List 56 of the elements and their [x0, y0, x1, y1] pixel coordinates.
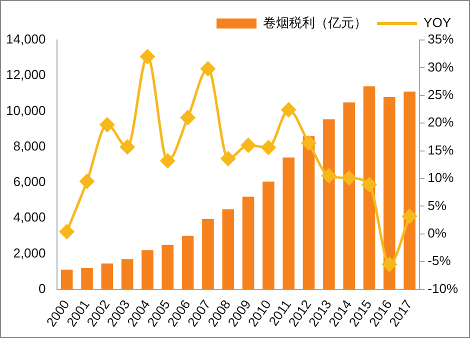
bar: [323, 119, 335, 290]
y-tick-label: 0: [38, 280, 46, 296]
y2-tick-label: 0%: [428, 226, 447, 241]
y2-tick-label: 15%: [428, 142, 454, 158]
y-tick-label: 2,000: [13, 245, 46, 260]
point: [200, 62, 216, 76]
legend-label: 卷烟税利（亿元）: [263, 15, 368, 30]
y2-tick-label: 25%: [428, 86, 454, 102]
point: [342, 170, 356, 186]
point: [100, 118, 114, 132]
point: [402, 208, 417, 224]
point: [140, 49, 155, 64]
point: [382, 257, 397, 272]
point: [362, 177, 376, 192]
bar: [182, 236, 194, 290]
bar: [363, 86, 376, 290]
point: [322, 168, 336, 184]
y2-tick-label: -10%: [428, 280, 458, 296]
y-tick-label: 6,000: [13, 174, 46, 190]
y2-tick-label: 30%: [428, 59, 454, 74]
bar: [384, 96, 396, 290]
bar: [101, 264, 114, 290]
point: [60, 224, 74, 239]
point: [241, 138, 256, 153]
y2-tick-label: -5%: [428, 253, 452, 268]
bar: [81, 268, 93, 290]
y2-tick-label: 20%: [428, 114, 454, 130]
y-tick-label: 12,000: [6, 67, 46, 82]
bar: [142, 250, 154, 290]
point: [220, 151, 236, 166]
bar: [282, 158, 295, 290]
point: [120, 140, 135, 154]
point: [281, 102, 296, 118]
y-tick-label: 10,000: [6, 102, 46, 118]
point: [80, 174, 94, 189]
y2-tick-label: 35%: [428, 32, 454, 47]
y2-tick-label: 5%: [428, 198, 447, 213]
bar: [162, 244, 174, 290]
bar: [242, 196, 254, 290]
point: [302, 136, 316, 150]
legend-label: YOY: [424, 15, 452, 30]
point: [160, 154, 175, 168]
y2-tick-label: 10%: [428, 170, 454, 186]
bar: [343, 102, 355, 290]
y-tick-label: 4,000: [13, 210, 46, 225]
bar: [302, 136, 315, 290]
bar: [404, 92, 416, 290]
bar: [121, 259, 134, 290]
y-tick-label: 14,000: [6, 32, 46, 47]
point: [180, 110, 196, 125]
point: [261, 140, 276, 155]
bar: [202, 219, 214, 290]
bar: [262, 182, 274, 290]
bar: [222, 209, 234, 290]
y-tick-label: 8,000: [13, 138, 46, 154]
bar: [60, 270, 73, 290]
